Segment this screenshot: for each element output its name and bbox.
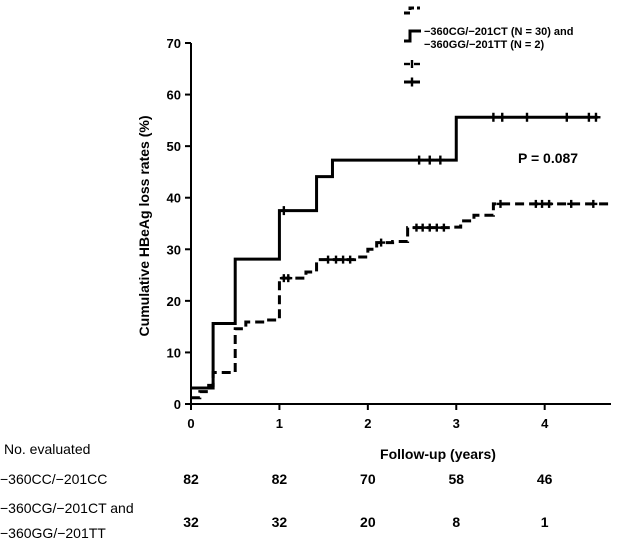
legend-censor-series-1 bbox=[404, 60, 420, 68]
x-tick-label: 1 bbox=[276, 416, 283, 431]
km-curve-solid bbox=[191, 115, 598, 390]
x-axis-title: Follow-up (years) bbox=[380, 446, 496, 462]
legend-sample-series-1 bbox=[404, 6, 420, 15]
risk-count: 32 bbox=[272, 514, 288, 530]
censor-mark-dashed bbox=[545, 199, 554, 208]
y-tick-label: 20 bbox=[167, 294, 181, 309]
censor-mark-dashed bbox=[377, 238, 386, 247]
censor-mark-dashed bbox=[432, 223, 441, 232]
x-tick-label: 2 bbox=[364, 416, 371, 431]
risk-count: 70 bbox=[360, 471, 376, 487]
censor-mark-dashed bbox=[339, 255, 348, 264]
censor-mark-solid bbox=[414, 155, 424, 165]
risk-count: 32 bbox=[183, 514, 199, 530]
censor-mark-dashed bbox=[425, 223, 434, 232]
legend-dash-line bbox=[404, 6, 420, 15]
risk-count: 8 bbox=[452, 514, 460, 530]
risk-table: No. evaluated −360CC/−201CC 82 82 70 58 46 −36… bbox=[0, 441, 553, 541]
risk-count: 46 bbox=[537, 471, 553, 487]
censor-mark-solid bbox=[522, 112, 532, 122]
risk-count: 82 bbox=[183, 471, 199, 487]
legend: −360CG/−201CT (N = 30) and−360GG/−201TT … bbox=[404, 6, 573, 87]
y-axis-title: Cumulative HBeAg loss rates (%) bbox=[136, 116, 152, 337]
censor-mark-solid bbox=[497, 112, 507, 122]
censor-mark-dashed bbox=[538, 199, 547, 208]
risk-count: 82 bbox=[272, 471, 288, 487]
legend-label-series-2-line-1: −360CG/−201CT (N = 30) and bbox=[424, 26, 573, 38]
censor-mark-dashed bbox=[346, 255, 355, 264]
km-curve-dashed bbox=[191, 202, 611, 400]
censor-mark-dashed bbox=[418, 223, 427, 232]
x-tick-label: 0 bbox=[187, 416, 194, 431]
censor-mark-dashed bbox=[284, 274, 293, 283]
legend-label-series-2-line-2: −360GG/−201TT (N = 2) bbox=[424, 39, 544, 51]
risk-count: 1 bbox=[541, 514, 549, 530]
y-tick-label: 60 bbox=[167, 88, 181, 103]
legend-censor-series-2 bbox=[404, 77, 420, 87]
risk-row-label: −360GG/−201TT bbox=[0, 525, 106, 541]
censor-mark-dashed bbox=[567, 199, 576, 208]
censor-mark-solid bbox=[488, 112, 498, 122]
y-tick-label: 40 bbox=[167, 191, 181, 206]
censor-mark-solid bbox=[435, 155, 445, 165]
risk-table-heading: No. evaluated bbox=[4, 441, 90, 457]
legend-sample-series-2 bbox=[404, 29, 421, 43]
censor-mark-dashed bbox=[496, 199, 505, 208]
censor-mark-solid bbox=[562, 112, 572, 122]
risk-count: 58 bbox=[448, 471, 464, 487]
censor-mark-dashed bbox=[332, 255, 341, 264]
survival-curves bbox=[191, 112, 611, 400]
censor-mark-solid bbox=[279, 206, 289, 216]
risk-row-label: −360CC/−201CC bbox=[0, 471, 107, 487]
y-tick-label: 0 bbox=[174, 397, 181, 412]
x-tick-label: 4 bbox=[541, 416, 549, 431]
censor-mark-solid bbox=[591, 112, 601, 122]
risk-count: 20 bbox=[360, 514, 376, 530]
censor-mark-dashed bbox=[324, 255, 333, 264]
x-tick-label: 3 bbox=[453, 416, 460, 431]
y-tick-label: 50 bbox=[167, 139, 181, 154]
censor-mark-dashed bbox=[589, 199, 598, 208]
legend-solid-line bbox=[404, 29, 421, 43]
censor-mark-solid bbox=[425, 155, 435, 165]
y-tick-label: 30 bbox=[167, 242, 181, 257]
y-tick-label: 10 bbox=[167, 345, 181, 360]
p-value-annotation: P = 0.087 bbox=[518, 150, 578, 166]
y-tick-label: 70 bbox=[167, 36, 181, 51]
risk-row-label: −360CG/−201CT and bbox=[0, 500, 134, 516]
censor-mark-dashed bbox=[439, 223, 448, 232]
axes: 0 10 20 30 40 50 60 70 0 1 2 3 4 bbox=[167, 36, 611, 431]
